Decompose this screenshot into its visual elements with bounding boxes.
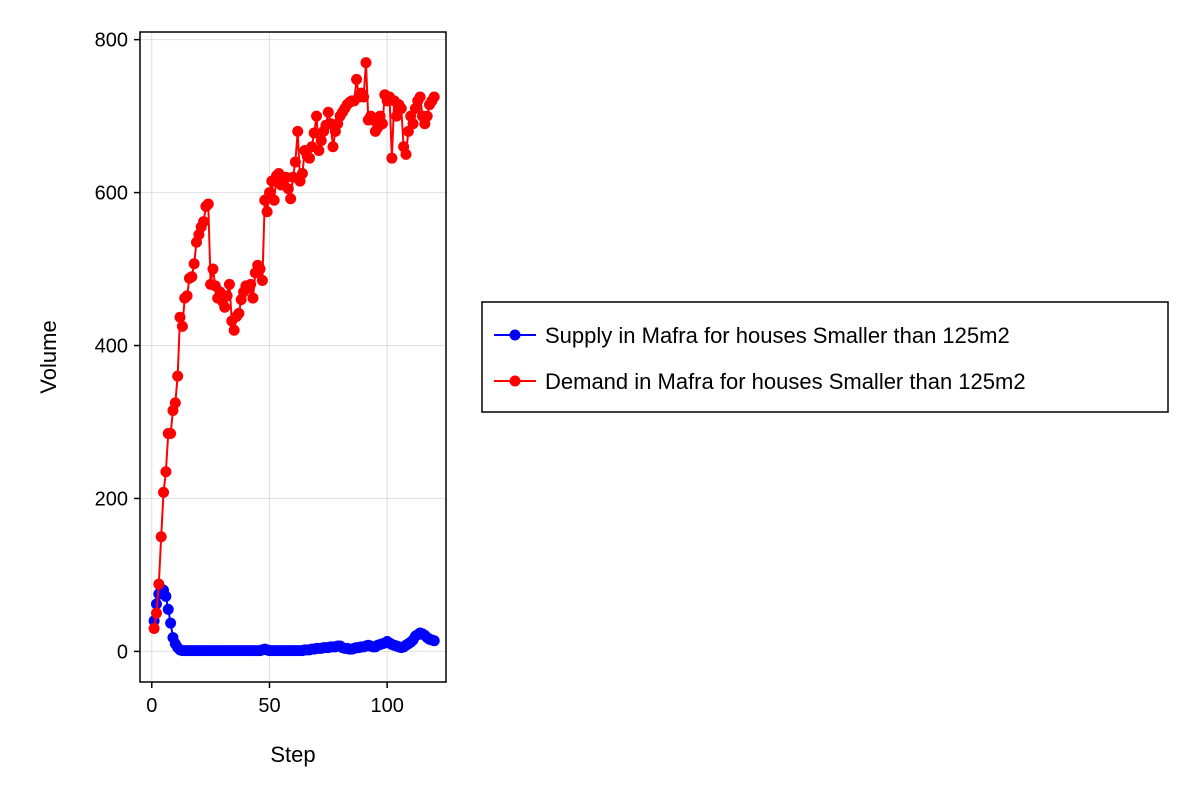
data-point [292,125,304,137]
data-point [282,183,294,195]
data-point [268,194,280,206]
data-point [428,91,440,103]
series-layer [148,57,440,657]
data-point [202,198,214,210]
data-point [169,397,181,409]
x-axis-label: Step [270,742,315,767]
data-point [245,278,257,290]
data-point [414,91,426,103]
data-point [186,271,198,283]
y-tick-label: 200 [95,488,128,510]
y-axis-label: Volume [36,320,61,393]
data-point [247,292,259,304]
data-point [322,106,334,118]
data-point [188,258,200,270]
data-point [285,193,297,205]
data-point [407,118,419,130]
data-point [148,622,160,634]
data-point [289,156,301,168]
data-point [219,301,231,313]
data-point [150,607,162,619]
data-point [158,486,170,498]
data-point [165,617,177,629]
data-point [395,102,407,114]
axis-ticks: 0 50 100 0 200 400 600 800 [95,30,404,717]
data-point [233,307,245,319]
data-point [165,427,177,439]
data-point [428,635,440,647]
data-point [223,278,235,290]
data-point [176,320,188,332]
data-point [315,135,327,147]
x-tick-label: 50 [258,695,280,717]
legend-box [481,301,1169,413]
data-point [421,110,433,122]
y-tick-label: 800 [95,30,128,52]
data-point [254,263,266,275]
data-point [296,167,308,179]
data-point [261,206,273,218]
data-point [256,275,268,287]
legend-marker [509,375,521,387]
data-point [360,57,372,69]
data-point [351,73,363,85]
plot-frame [139,31,447,683]
x-tick-label: 100 [370,695,403,717]
data-point [181,290,193,302]
data-point [221,290,233,302]
legend-marker [509,329,521,341]
data-point [400,148,412,160]
y-tick-label: 400 [95,336,128,358]
data-point [174,311,186,323]
data-point [358,91,370,103]
legend-label: Supply in Mafra for houses Smaller than … [545,323,1010,348]
y-tick-label: 600 [95,183,128,205]
data-point [308,127,320,139]
data-point [153,578,165,590]
series-1 [148,57,440,634]
data-point [160,590,172,602]
data-point [207,263,219,275]
legend-label: Demand in Mafra for houses Smaller than … [545,369,1026,394]
data-point [386,152,398,164]
data-point [311,110,323,122]
data-point [228,324,240,336]
data-point [162,603,174,615]
legend: Supply in Mafra for houses Smaller than … [481,301,1169,413]
data-point [303,152,315,164]
data-point [313,145,325,157]
data-point [172,370,184,382]
data-point [327,141,339,153]
x-tick-label: 0 [146,695,157,717]
data-point [376,118,388,130]
series-0 [148,583,440,657]
data-point [155,531,167,543]
y-tick-label: 0 [117,641,128,663]
data-point [198,216,210,228]
data-point [160,466,172,478]
